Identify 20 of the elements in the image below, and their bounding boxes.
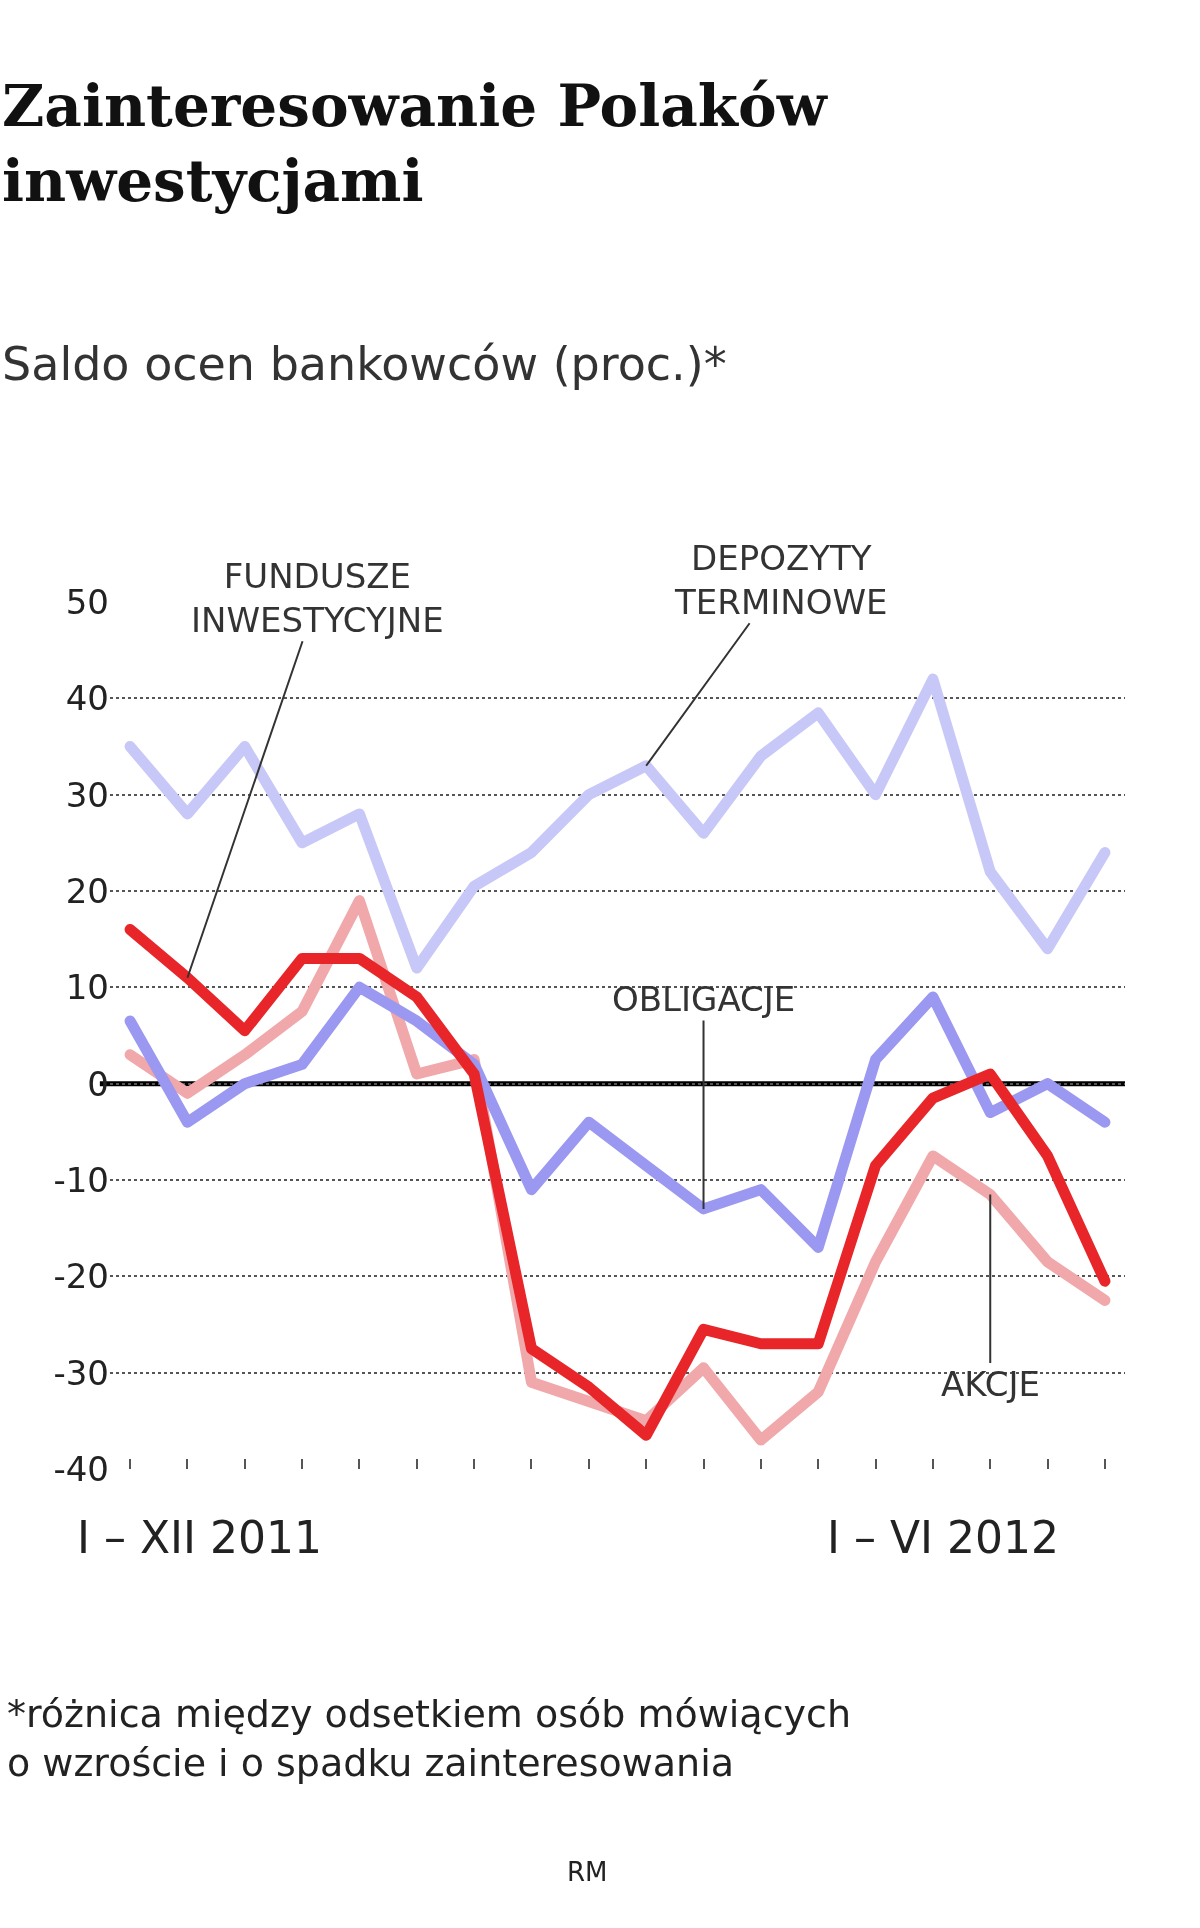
y-tick-label: 50 — [65, 581, 109, 622]
y-tick-label: -10 — [53, 1159, 109, 1200]
text: FUNDUSZE INWESTYCYJNE — [191, 556, 444, 641]
y-tick-label: 10 — [65, 967, 109, 1008]
text: I – VI 2012 — [827, 1512, 1059, 1563]
text: RM — [567, 1857, 608, 1887]
chart-title: Zainteresowanie Polaków inwestycjami — [2, 72, 829, 216]
chart-subtitle: Saldo ocen bankowców (proc.)* — [2, 337, 727, 391]
y-tick-label: -40 — [53, 1448, 109, 1489]
text: DEPOZYTY TERMINOWE — [674, 538, 888, 623]
text: OBLIGACJE — [612, 979, 796, 1019]
text: *różnica między odsetkiem osób mówiących o wzroście i o spadku zainteresowania — [7, 1692, 851, 1786]
y-tick-label: -30 — [53, 1352, 109, 1393]
text: AKCJE — [941, 1364, 1040, 1404]
text: I – XII 2011 — [77, 1512, 323, 1563]
y-tick-label: 40 — [65, 678, 109, 719]
y-tick-label: 30 — [65, 774, 109, 815]
y-tick-label: -20 — [53, 1256, 109, 1297]
y-tick-label: 20 — [65, 870, 109, 911]
y-tick-label: 0 — [87, 1063, 109, 1104]
